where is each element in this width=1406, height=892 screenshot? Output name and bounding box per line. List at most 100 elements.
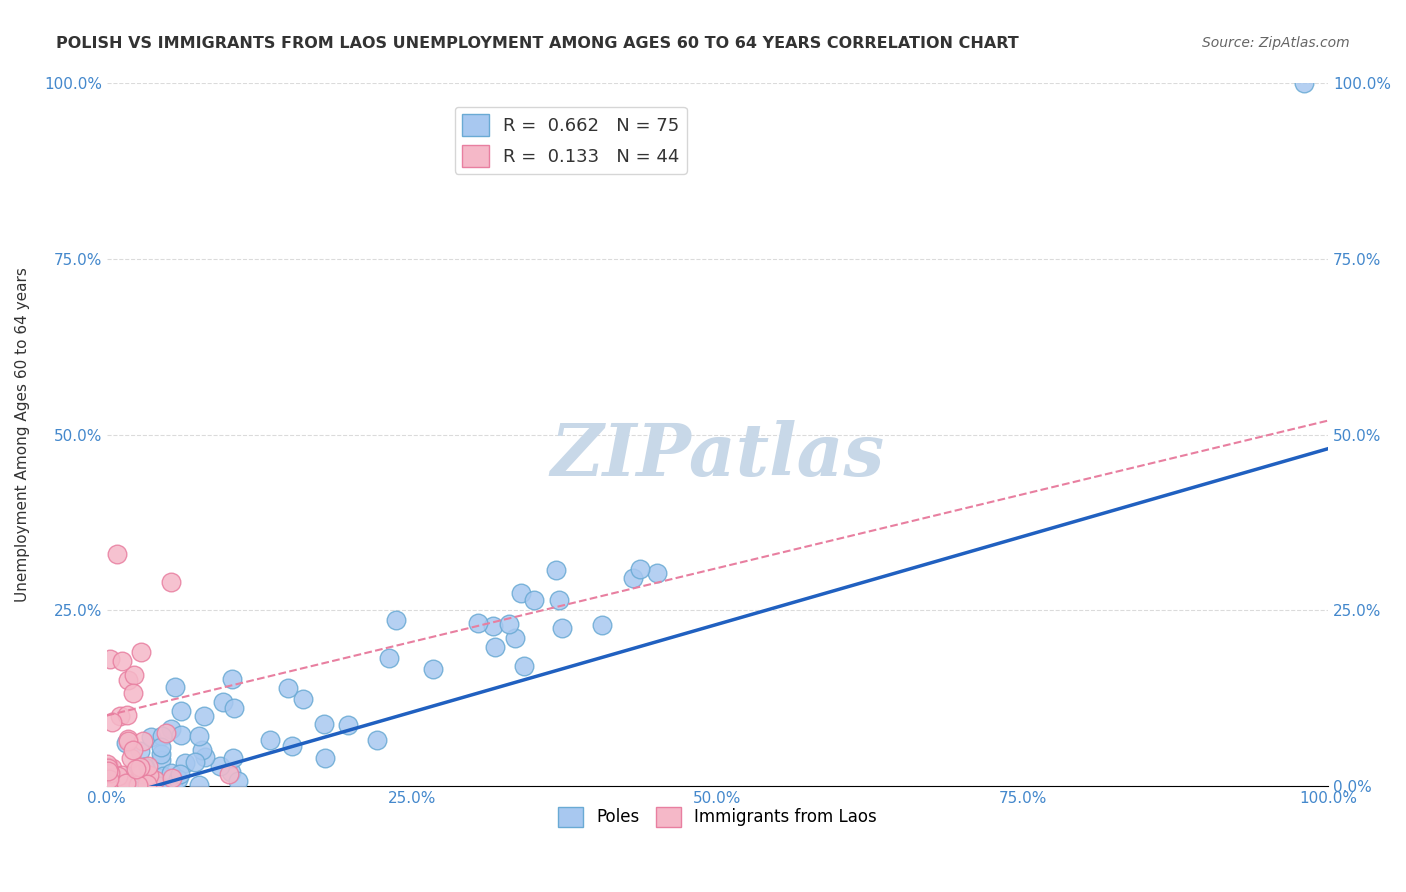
- Point: [170, 728, 193, 742]
- Point: [101, 715, 124, 730]
- Point: [336, 718, 359, 732]
- Point: [136, 759, 159, 773]
- Point: [292, 692, 315, 706]
- Point: [503, 631, 526, 645]
- Point: [591, 618, 613, 632]
- Point: [212, 695, 235, 709]
- Text: POLISH VS IMMIGRANTS FROM LAOS UNEMPLOYMENT AMONG AGES 60 TO 64 YEARS CORRELATIO: POLISH VS IMMIGRANTS FROM LAOS UNEMPLOYM…: [56, 36, 1019, 51]
- Point: [312, 717, 335, 731]
- Point: [366, 732, 388, 747]
- Point: [174, 756, 197, 770]
- Point: [96, 779, 118, 793]
- Point: [191, 743, 214, 757]
- Point: [149, 753, 172, 767]
- Point: [148, 779, 170, 793]
- Point: [193, 708, 215, 723]
- Point: [132, 775, 155, 789]
- Point: [150, 729, 173, 743]
- Point: [125, 762, 148, 776]
- Point: [314, 751, 336, 765]
- Point: [544, 563, 567, 577]
- Point: [160, 766, 183, 780]
- Point: [115, 776, 138, 790]
- Point: [117, 733, 139, 747]
- Point: [645, 566, 668, 580]
- Point: [188, 730, 211, 744]
- Point: [385, 614, 408, 628]
- Point: [139, 730, 162, 744]
- Point: [105, 779, 128, 793]
- Point: [124, 779, 146, 793]
- Point: [122, 743, 145, 757]
- Point: [482, 618, 505, 632]
- Point: [1292, 77, 1315, 91]
- Point: [621, 571, 644, 585]
- Point: [162, 779, 184, 793]
- Point: [97, 760, 120, 774]
- Point: [155, 726, 177, 740]
- Point: [136, 779, 159, 793]
- Point: [551, 621, 574, 635]
- Point: [218, 767, 240, 781]
- Point: [136, 777, 159, 791]
- Point: [111, 654, 134, 668]
- Point: [377, 651, 399, 665]
- Point: [111, 768, 134, 782]
- Point: [114, 779, 136, 793]
- Point: [129, 645, 152, 659]
- Point: [208, 759, 231, 773]
- Point: [101, 761, 124, 775]
- Point: [97, 764, 120, 778]
- Point: [138, 768, 160, 782]
- Point: [98, 772, 121, 787]
- Point: [281, 739, 304, 753]
- Point: [184, 755, 207, 769]
- Point: [163, 680, 186, 694]
- Point: [97, 761, 120, 775]
- Point: [129, 764, 152, 778]
- Point: [422, 663, 444, 677]
- Text: ZIPatlas: ZIPatlas: [550, 420, 884, 491]
- Legend: Poles, Immigrants from Laos: Poles, Immigrants from Laos: [551, 800, 884, 834]
- Point: [277, 681, 299, 696]
- Point: [467, 616, 489, 631]
- Point: [131, 778, 153, 792]
- Point: [121, 779, 143, 793]
- Point: [170, 704, 193, 718]
- Point: [628, 562, 651, 576]
- Point: [98, 776, 121, 790]
- Point: [259, 732, 281, 747]
- Point: [96, 757, 118, 772]
- Point: [169, 767, 191, 781]
- Point: [128, 743, 150, 757]
- Point: [159, 722, 181, 736]
- Point: [188, 778, 211, 792]
- Point: [115, 736, 138, 750]
- Point: [222, 751, 245, 765]
- Point: [129, 760, 152, 774]
- Point: [221, 673, 243, 687]
- Point: [224, 701, 246, 715]
- Point: [115, 776, 138, 790]
- Point: [219, 765, 242, 780]
- Point: [131, 766, 153, 780]
- Point: [107, 773, 129, 788]
- Point: [160, 575, 183, 590]
- Point: [120, 751, 142, 765]
- Point: [98, 772, 121, 787]
- Point: [226, 774, 249, 789]
- Point: [547, 592, 569, 607]
- Point: [98, 765, 121, 780]
- Point: [167, 772, 190, 787]
- Point: [121, 768, 143, 782]
- Point: [150, 779, 173, 793]
- Point: [152, 769, 174, 783]
- Point: [509, 586, 531, 600]
- Point: [498, 616, 520, 631]
- Point: [145, 779, 167, 793]
- Point: [117, 673, 139, 688]
- Point: [110, 709, 132, 723]
- Point: [162, 771, 184, 785]
- Point: [105, 547, 128, 561]
- Point: [149, 747, 172, 762]
